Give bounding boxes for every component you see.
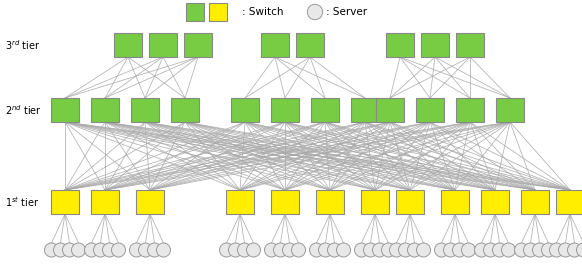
Circle shape [354, 243, 368, 257]
Circle shape [541, 243, 555, 257]
Circle shape [492, 243, 506, 257]
Circle shape [474, 243, 488, 257]
Circle shape [282, 243, 296, 257]
Circle shape [328, 243, 342, 257]
Circle shape [336, 243, 350, 257]
Circle shape [549, 243, 563, 257]
Circle shape [389, 243, 403, 257]
Circle shape [54, 243, 68, 257]
Circle shape [84, 243, 98, 257]
FancyBboxPatch shape [316, 190, 344, 214]
Circle shape [307, 4, 322, 20]
Circle shape [577, 243, 582, 257]
FancyBboxPatch shape [271, 190, 299, 214]
Circle shape [559, 243, 573, 257]
Text: $1^{st}$ tier: $1^{st}$ tier [5, 195, 40, 209]
FancyBboxPatch shape [91, 98, 119, 122]
Circle shape [94, 243, 108, 257]
FancyBboxPatch shape [416, 98, 444, 122]
Circle shape [274, 243, 288, 257]
Circle shape [381, 243, 396, 257]
Circle shape [292, 243, 306, 257]
Circle shape [417, 243, 431, 257]
FancyBboxPatch shape [114, 33, 142, 57]
Text: : Server: : Server [326, 7, 367, 17]
Circle shape [372, 243, 386, 257]
Circle shape [318, 243, 332, 257]
Circle shape [443, 243, 457, 257]
Circle shape [147, 243, 161, 257]
Circle shape [157, 243, 171, 257]
Circle shape [62, 243, 76, 257]
Text: $2^{nd}$ tier: $2^{nd}$ tier [5, 103, 42, 117]
Circle shape [102, 243, 116, 257]
FancyBboxPatch shape [481, 190, 509, 214]
Circle shape [130, 243, 144, 257]
FancyBboxPatch shape [296, 33, 324, 57]
FancyBboxPatch shape [456, 98, 484, 122]
Circle shape [407, 243, 421, 257]
Circle shape [502, 243, 516, 257]
Circle shape [364, 243, 378, 257]
Circle shape [462, 243, 475, 257]
FancyBboxPatch shape [311, 98, 339, 122]
FancyBboxPatch shape [231, 98, 259, 122]
Circle shape [264, 243, 279, 257]
FancyBboxPatch shape [441, 190, 469, 214]
Circle shape [139, 243, 152, 257]
FancyBboxPatch shape [51, 98, 79, 122]
FancyBboxPatch shape [261, 33, 289, 57]
FancyBboxPatch shape [456, 33, 484, 57]
FancyBboxPatch shape [271, 98, 299, 122]
Circle shape [237, 243, 251, 257]
Circle shape [523, 243, 538, 257]
Circle shape [219, 243, 233, 257]
FancyBboxPatch shape [496, 98, 524, 122]
FancyBboxPatch shape [186, 3, 204, 21]
FancyBboxPatch shape [361, 190, 389, 214]
Circle shape [310, 243, 324, 257]
FancyBboxPatch shape [376, 98, 404, 122]
FancyBboxPatch shape [556, 190, 582, 214]
FancyBboxPatch shape [396, 190, 424, 214]
Circle shape [533, 243, 546, 257]
Circle shape [435, 243, 449, 257]
Text: $3^{rd}$ tier: $3^{rd}$ tier [5, 38, 40, 52]
FancyBboxPatch shape [91, 190, 119, 214]
FancyBboxPatch shape [226, 190, 254, 214]
Circle shape [229, 243, 243, 257]
FancyBboxPatch shape [208, 3, 226, 21]
Circle shape [514, 243, 528, 257]
FancyBboxPatch shape [386, 33, 414, 57]
Circle shape [247, 243, 261, 257]
Circle shape [72, 243, 86, 257]
Circle shape [399, 243, 413, 257]
Circle shape [44, 243, 59, 257]
Text: : Switch: : Switch [242, 7, 283, 17]
FancyBboxPatch shape [171, 98, 199, 122]
Circle shape [484, 243, 498, 257]
FancyBboxPatch shape [149, 33, 177, 57]
FancyBboxPatch shape [521, 190, 549, 214]
FancyBboxPatch shape [184, 33, 212, 57]
Circle shape [112, 243, 126, 257]
FancyBboxPatch shape [136, 190, 164, 214]
FancyBboxPatch shape [351, 98, 379, 122]
Circle shape [567, 243, 581, 257]
Circle shape [452, 243, 467, 257]
FancyBboxPatch shape [51, 190, 79, 214]
FancyBboxPatch shape [131, 98, 159, 122]
FancyBboxPatch shape [421, 33, 449, 57]
